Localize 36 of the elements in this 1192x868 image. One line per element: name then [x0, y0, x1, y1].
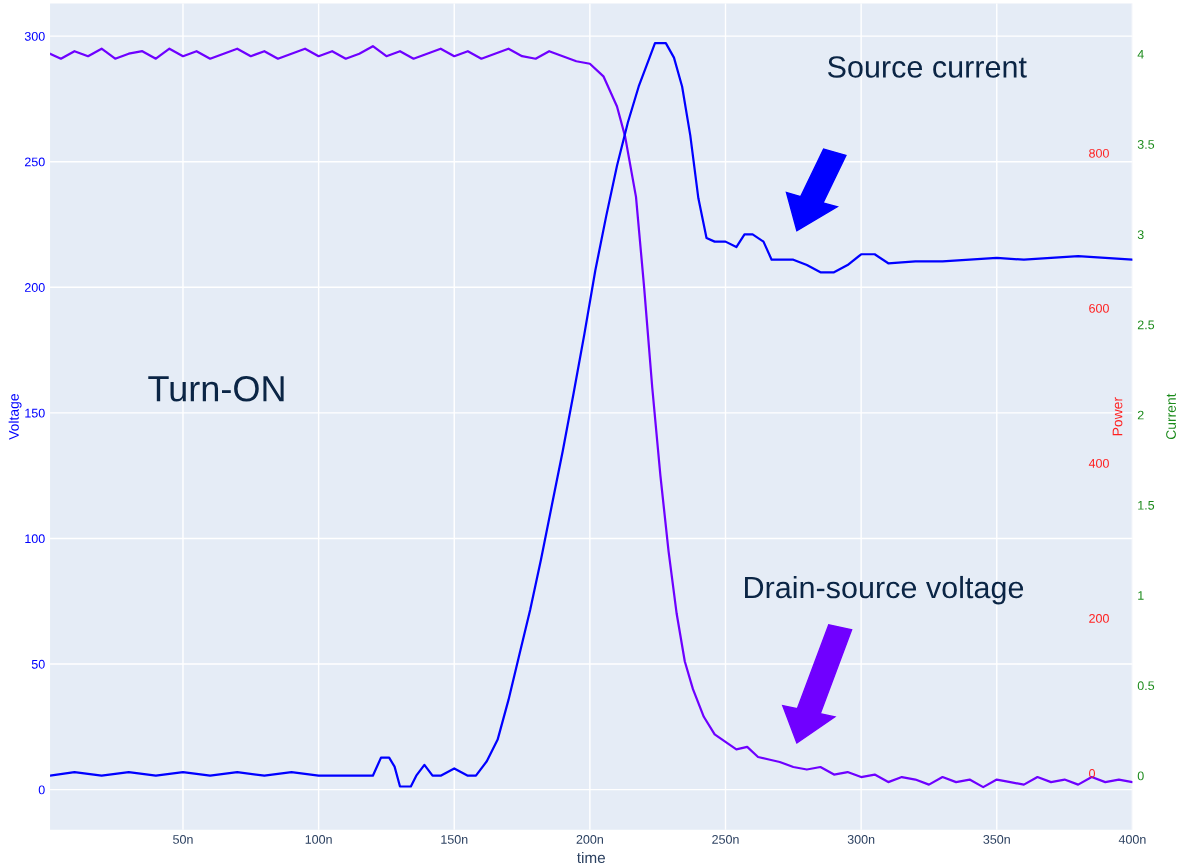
- y2-tick-label: 2.5: [1137, 320, 1155, 330]
- y3-tick-label: 0: [1089, 769, 1096, 778]
- y2-tick-label: 3.5: [1137, 140, 1155, 149]
- y2-tick-label: 3: [1137, 230, 1144, 240]
- y3-axis-title: Power: [1112, 397, 1123, 436]
- y3-tick-label: 600: [1089, 303, 1109, 313]
- y2-tick-label: 4: [1137, 49, 1144, 59]
- x-tick-label: 150n: [441, 835, 468, 844]
- y-tick-label: 0: [38, 785, 45, 795]
- y3-tick-label: 400: [1088, 458, 1109, 468]
- y-tick-label: 100: [25, 534, 45, 544]
- y2-tick-label: 2: [1137, 410, 1144, 420]
- x-tick-label: 200n: [576, 835, 603, 844]
- annotation: Drain-source voltage: [745, 575, 1024, 605]
- x-axis-title: time: [577, 851, 605, 864]
- x-tick-label: 350n: [983, 835, 1010, 844]
- y-tick-label: 250: [24, 157, 45, 167]
- y-axis-title: Voltage: [8, 394, 22, 440]
- y-tick-label: 200: [24, 283, 45, 292]
- y2-tick-label: 1: [1138, 591, 1144, 600]
- y-tick-label: 150: [25, 408, 45, 418]
- x-tick-label: 400n: [1118, 835, 1146, 844]
- y3-tick-label: 800: [1089, 148, 1109, 158]
- y2-axis-title: Current: [1166, 393, 1176, 440]
- y2-tick-label: 0.5: [1137, 681, 1155, 691]
- y-tick-label: 50: [31, 659, 45, 669]
- x-tick-label: 100n: [305, 835, 332, 844]
- annotation: Turn-ON: [148, 375, 284, 402]
- y2-tick-label: 0: [1137, 771, 1144, 781]
- y2-tick-label: 1.5: [1138, 500, 1155, 510]
- annotation: Source current: [827, 56, 1027, 78]
- y3-tick-label: 200: [1089, 613, 1109, 623]
- y-tick-label: 300: [24, 31, 45, 41]
- x-tick-label: 300n: [847, 835, 875, 844]
- x-tick-label: 250n: [712, 835, 739, 844]
- x-tick-label: 50n: [173, 835, 193, 844]
